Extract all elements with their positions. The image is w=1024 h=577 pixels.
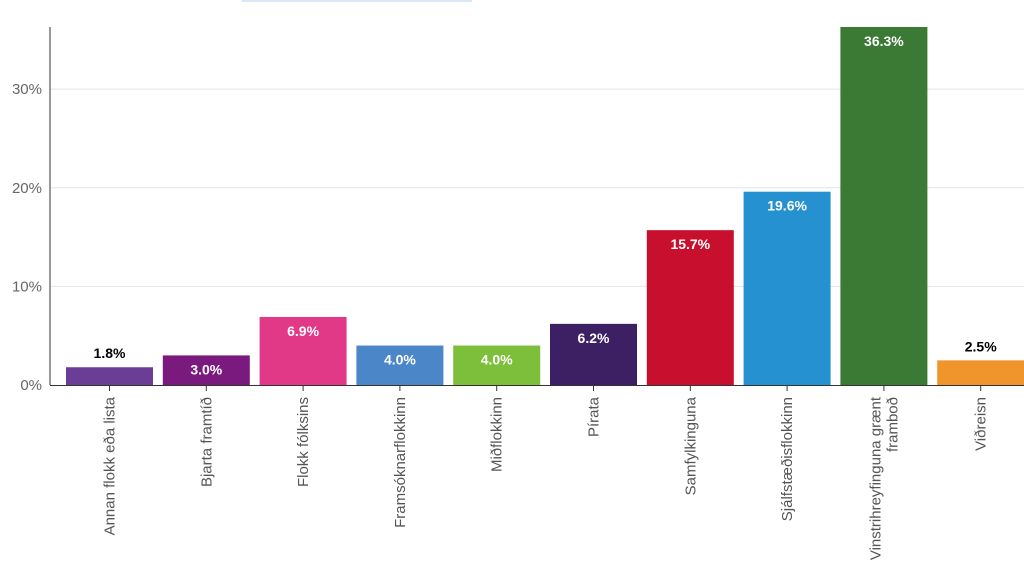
category-label-line: Framsóknarflokkinn [392,397,409,528]
category-label-line: Annan flokk eða lista [102,396,119,535]
y-tick-label: 10% [12,278,42,295]
category-label-line: Vinstrihreyfinguna grænt [867,396,884,560]
bar [937,360,1024,385]
category-label-line: Viðreisn [973,397,990,451]
y-tick-labels: 0% 10% 20% 30% [12,81,42,394]
category-label-line: Miðflokkinn [489,397,506,472]
category-label: Framsóknarflokkinn [392,397,409,528]
bar [356,345,444,385]
category-label: Samfylkinguna [682,396,699,495]
data-label: 4.0% [481,352,513,368]
bar [259,316,347,385]
y-tick-label: 0% [20,377,42,394]
bars [66,27,1024,385]
data-label: 6.9% [287,323,319,339]
bar [550,323,637,385]
bar [840,27,928,385]
data-label: 15.7% [670,236,710,252]
category-label-line: Flokk fólksins [295,397,312,487]
top-strip [242,0,472,2]
category-label-line: Pírata [586,396,603,437]
bar [66,367,153,385]
bar [743,191,831,385]
data-label: 1.8% [94,345,126,361]
category-label: Bjarta framtíð [198,397,215,487]
category-label-line: Samfylkinguna [682,396,699,495]
category-label: Viðreisn [973,397,990,451]
data-label: 4.0% [384,352,416,368]
bar [162,355,250,385]
value-labels: 1.8% 3.0% 6.9% 4.0% 4.0% 6.2% 15.7% 19.6% 36.3% 2… [94,33,998,377]
data-label: 6.2% [578,330,610,346]
data-label: 2.5% [965,338,997,354]
category-label-line: Sjálfstæðisflokkinn [779,397,796,521]
bar [646,230,734,385]
axes [49,27,1024,391]
category-label: Sjálfstæðisflokkinn [779,397,796,521]
category-labels: Annan flokk eða lista Bjarta framtíð Flokk… [102,396,990,560]
category-label: Flokk fólksins [295,397,312,487]
category-label: Pírata [586,396,603,437]
category-label: Annan flokk eða lista [102,396,119,535]
category-label: Miðflokkinn [489,397,506,472]
y-tick-label: 30% [12,81,42,98]
category-label: Vinstrihreyfinguna grænt framboð [867,396,901,560]
category-label-line: Bjarta framtíð [198,397,215,487]
data-label: 3.0% [190,361,222,377]
data-label: 19.6% [767,198,807,214]
category-label-line: framboð [884,397,901,452]
bar [453,345,541,385]
data-label: 36.3% [864,33,904,49]
y-tick-label: 20% [12,180,42,197]
